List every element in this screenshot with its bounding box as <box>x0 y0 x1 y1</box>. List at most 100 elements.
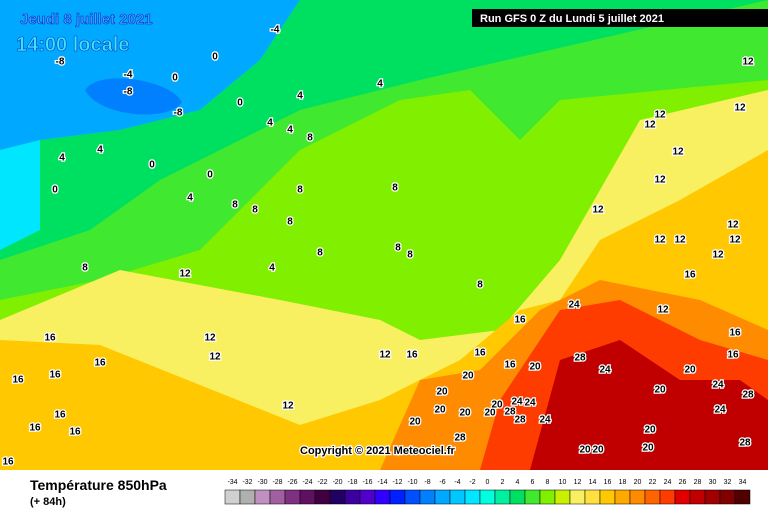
scale-tick-label: -6 <box>439 479 445 486</box>
field-region <box>85 78 182 115</box>
contour-label: 28 <box>514 415 526 426</box>
contour-label: 24 <box>712 380 724 391</box>
scale-tick-label: 2 <box>501 479 505 486</box>
contour-label: 20 <box>579 445 591 456</box>
contour-label: 0 <box>149 160 155 171</box>
scale-tick-label: -22 <box>317 479 327 486</box>
lead-time: (+ 84h) <box>30 496 66 508</box>
contour-label: 8 <box>477 280 483 291</box>
contour-label: 8 <box>407 250 413 261</box>
contour-label: 12 <box>654 110 666 121</box>
scale-swatch <box>719 489 736 505</box>
contour-label: 20 <box>642 443 654 454</box>
scale-swatch <box>614 489 631 505</box>
contour-label: 4 <box>59 153 65 164</box>
scale-swatch <box>584 489 601 505</box>
contour-label: 4 <box>377 79 383 90</box>
field-region <box>0 0 300 150</box>
scale-tick-label: 28 <box>694 479 702 486</box>
contour-label: 20 <box>529 362 541 373</box>
contour-label: 0 <box>52 185 58 196</box>
scale-swatch <box>359 489 376 505</box>
contour-label: 0 <box>207 170 213 181</box>
scale-tick-label: 16 <box>604 479 612 486</box>
contour-label: 12 <box>654 235 666 246</box>
contour-label: 12 <box>204 333 216 344</box>
contour-label: 16 <box>729 328 741 339</box>
contour-label: -8 <box>56 57 65 68</box>
scale-swatch <box>389 489 406 505</box>
date: Jeudi 8 juillet 2021 <box>20 11 153 28</box>
scale-tick-label: 12 <box>574 479 582 486</box>
contour-label: 12 <box>674 235 686 246</box>
scale-swatch <box>404 489 421 505</box>
scale-swatch <box>254 489 271 505</box>
scale-swatch <box>434 489 451 505</box>
contour-label: 12 <box>179 269 191 280</box>
contour-label: 16 <box>12 375 24 386</box>
scale-tick-label: 8 <box>546 479 550 486</box>
scale-swatch <box>704 489 721 505</box>
contour-label: 12 <box>379 350 391 361</box>
contour-label: 16 <box>684 270 696 281</box>
contour-label: -4 <box>271 25 280 36</box>
scale-tick-label: 0 <box>486 479 490 486</box>
scale-swatch <box>344 489 361 505</box>
scale-swatch <box>524 489 541 505</box>
time: 14:00 locale <box>16 34 129 56</box>
contour-label: 8 <box>232 200 238 211</box>
scale-tick-label: 26 <box>679 479 687 486</box>
scale-swatch <box>629 489 646 505</box>
contour-label: 24 <box>714 405 726 416</box>
contour-label: 16 <box>514 315 526 326</box>
contour-label: 24 <box>568 300 580 311</box>
scale-tick-label: -10 <box>407 479 417 486</box>
contour-label: 12 <box>712 250 724 261</box>
scale-swatch <box>554 489 571 505</box>
contour-label: 20 <box>459 408 471 419</box>
scale-swatch <box>269 489 286 505</box>
scale-tick-label: -32 <box>242 479 252 486</box>
scale-swatch <box>674 489 691 505</box>
scale-swatch <box>539 489 556 505</box>
scale-swatch <box>569 489 586 505</box>
contour-label: 24 <box>599 365 611 376</box>
contour-label: 28 <box>454 433 466 444</box>
temperature-field <box>0 0 768 470</box>
scale-swatch <box>314 489 331 505</box>
contour-label: 16 <box>29 423 41 434</box>
contour-label: 4 <box>97 145 103 156</box>
contour-label: 20 <box>434 405 446 416</box>
contour-label: 24 <box>524 398 536 409</box>
scale-swatch <box>659 489 676 505</box>
scale-tick-label: -28 <box>272 479 282 486</box>
scale-tick-label: 18 <box>619 479 627 486</box>
copyright: Copyright © 2021 Meteociel.fr <box>300 445 456 457</box>
contour-label: 20 <box>484 408 496 419</box>
contour-label: 20 <box>436 387 448 398</box>
scale-tick-label: 32 <box>724 479 732 486</box>
contour-label: 20 <box>409 417 421 428</box>
contour-label: 28 <box>504 407 516 418</box>
contour-label: 28 <box>574 353 586 364</box>
scale-tick-label: -4 <box>454 479 460 486</box>
contour-label: 12 <box>654 175 666 186</box>
contour-label: 4 <box>297 91 303 102</box>
contour-label: 12 <box>644 120 656 131</box>
scale-swatch <box>599 489 616 505</box>
contour-label: 8 <box>82 263 88 274</box>
contour-label: 16 <box>406 350 418 361</box>
scale-tick-label: 14 <box>589 479 597 486</box>
contour-label: 20 <box>462 371 474 382</box>
scale-swatch <box>644 489 661 505</box>
contour-label: 16 <box>504 360 516 371</box>
scale-swatch <box>449 489 466 505</box>
scale-swatch <box>419 489 436 505</box>
contour-label: 24 <box>539 415 551 426</box>
contour-label: 8 <box>392 183 398 194</box>
contour-label: 0 <box>172 73 178 84</box>
scale-tick-label: -2 <box>469 479 475 486</box>
contour-label: 12 <box>727 220 739 231</box>
contour-label: 16 <box>69 427 81 438</box>
